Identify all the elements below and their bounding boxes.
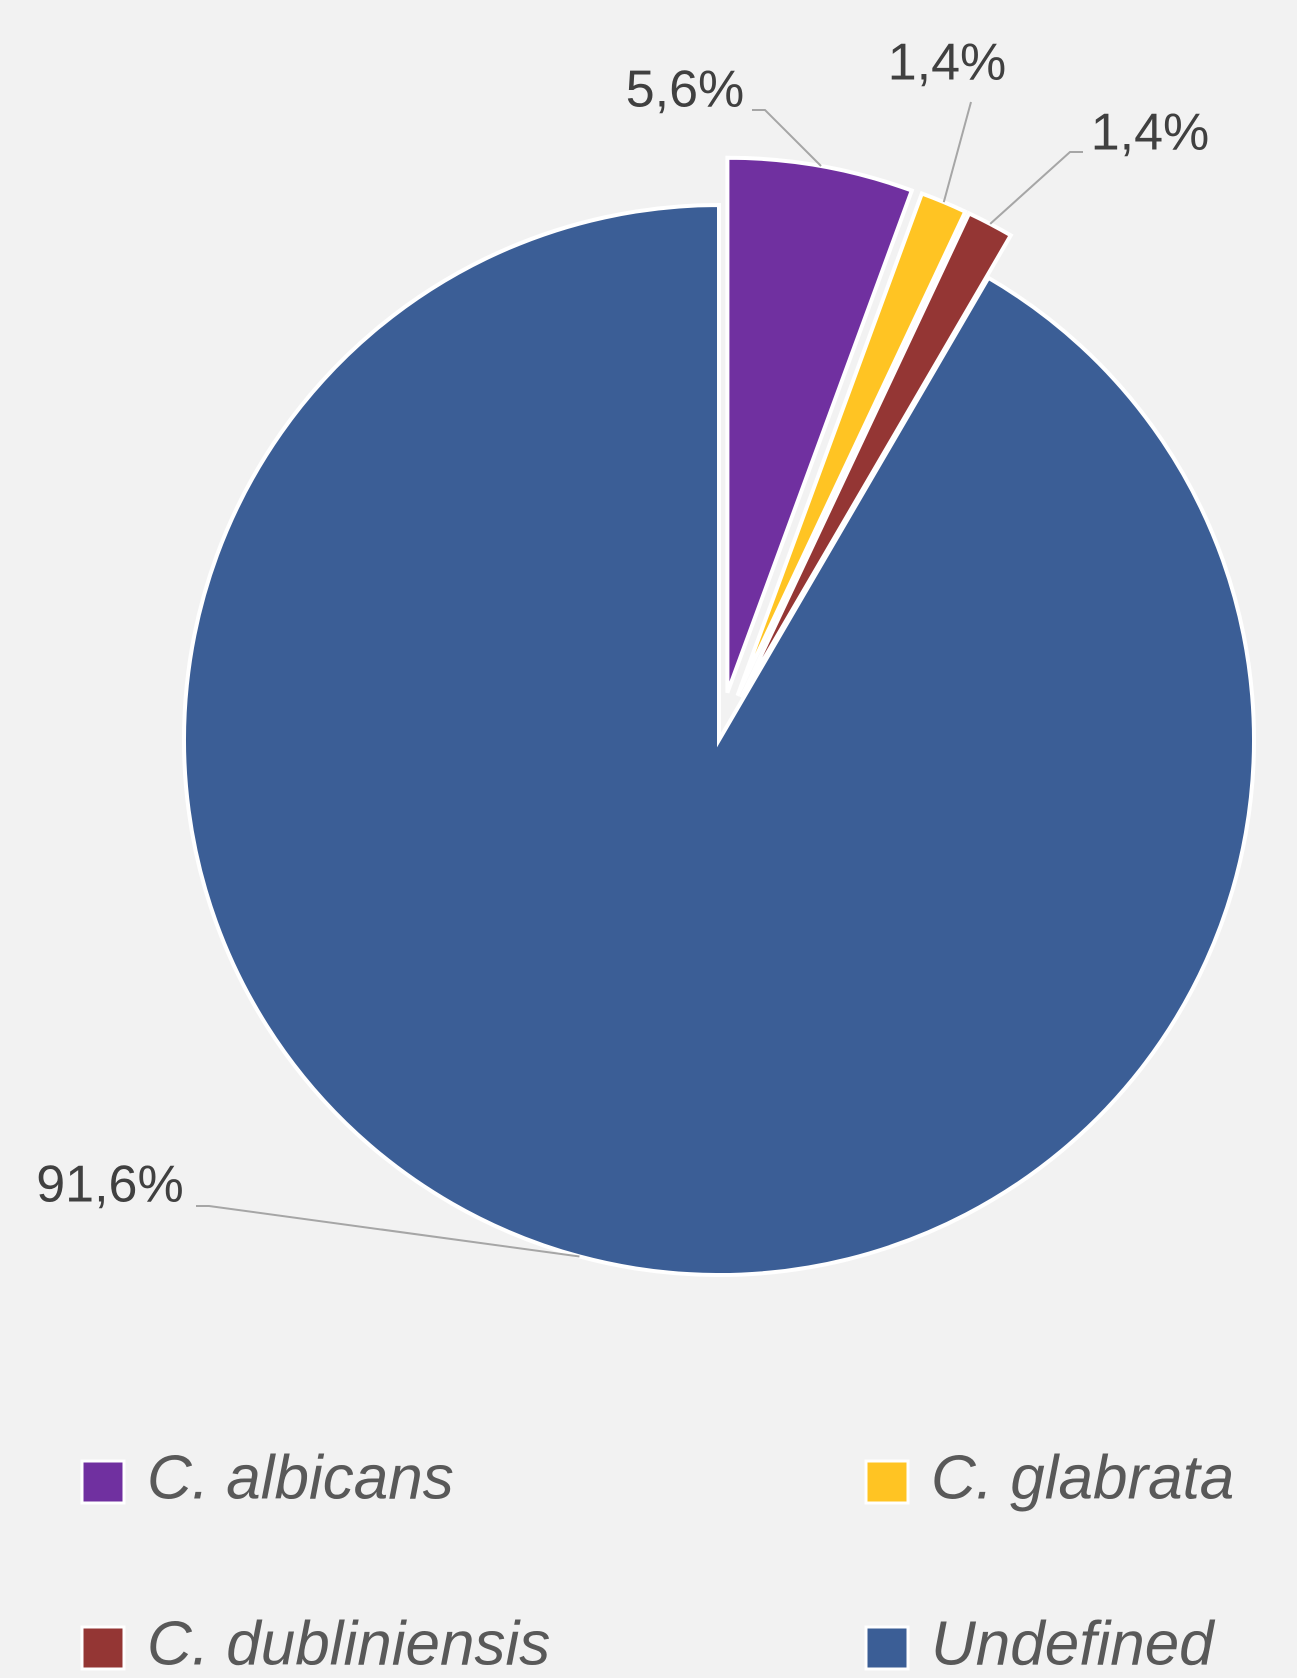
leader-line [942,101,972,203]
data-label: 1,4% [888,34,1007,92]
legend-swatch [864,1625,910,1671]
data-label: 5,6% [626,61,745,119]
legend-label: C. glabrata [931,1443,1234,1512]
pie-slice [182,202,1256,1277]
legend-swatch [80,1459,126,1505]
data-label: 1,4% [1091,104,1210,162]
legend-label: C. dubliniensis [147,1609,550,1678]
legend-label: C. albicans [147,1443,454,1512]
data-label: 91,6% [36,1156,183,1214]
leader-line [196,1205,580,1258]
legend-label: Undefined [931,1609,1216,1678]
legend-swatch [864,1459,910,1505]
leader-line [989,151,1083,225]
legend-swatch [80,1625,126,1671]
leader-line [752,109,822,167]
